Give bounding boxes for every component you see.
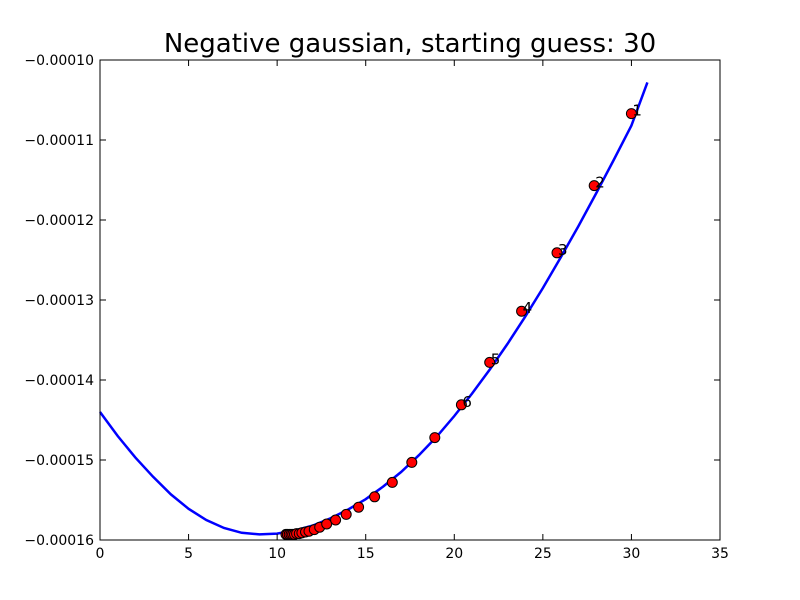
plot-layer: 1 2 3 4 5 6 (98, 81, 649, 540)
iteration-label: 4 (523, 299, 533, 317)
iteration-label: 1 (632, 102, 642, 120)
iteration-label: 6 (462, 393, 472, 411)
x-tick-label: 10 (268, 546, 286, 562)
iteration-label: 3 (558, 241, 568, 259)
iteration-point (321, 518, 333, 530)
chart-title: Negative gaussian, starting guess: 30 (164, 29, 656, 59)
y-tick-label: −0.00012 (24, 213, 94, 229)
iteration-label: 5 (491, 350, 501, 368)
iteration-label: 2 (595, 174, 605, 192)
y-tick-label: −0.00013 (24, 293, 94, 309)
y-tick-label: −0.00015 (24, 453, 94, 469)
y-tick-label: −0.00010 (24, 53, 94, 69)
x-tick-label: 20 (445, 546, 463, 562)
iteration-point (551, 247, 563, 259)
x-tick-label: 30 (623, 546, 641, 562)
iteration-point (625, 108, 637, 120)
iteration-point (455, 399, 467, 411)
y-tick-label: −0.00016 (24, 533, 94, 549)
x-tick-label: 15 (357, 546, 375, 562)
axes-layer: 0 5 10 15 20 25 30 35−0.00010−0.00011−0.00012−0… (24, 53, 729, 562)
x-tick-label: 0 (96, 546, 105, 562)
y-tick-label: −0.00011 (24, 133, 94, 149)
x-tick-label: 35 (711, 546, 729, 562)
iteration-point (406, 456, 418, 468)
iteration-point (353, 501, 365, 513)
y-tick-label: −0.00014 (24, 373, 94, 389)
iteration-point (330, 514, 342, 526)
iteration-point (369, 491, 381, 503)
iteration-point (340, 508, 352, 520)
gaussian-curve (98, 81, 649, 536)
iteration-point (484, 356, 496, 368)
x-tick-label: 5 (184, 546, 193, 562)
iteration-point (386, 476, 398, 488)
iteration-point (516, 305, 528, 317)
x-tick-label: 25 (534, 546, 552, 562)
iteration-point (588, 180, 600, 192)
iteration-point (429, 432, 441, 444)
